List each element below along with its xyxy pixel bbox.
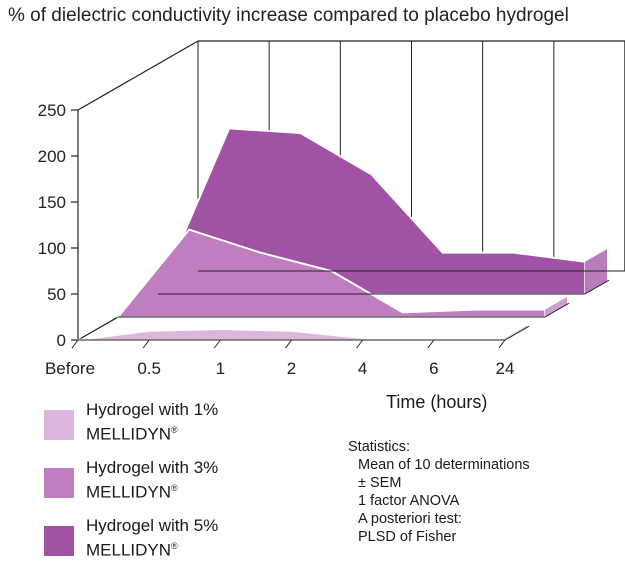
legend-mark-5pct: ® bbox=[171, 541, 178, 551]
y-axis-tick-label: 150 bbox=[38, 193, 66, 212]
depth-tick bbox=[505, 326, 529, 340]
x-axis-tick-label: 1 bbox=[216, 359, 225, 378]
y-axis-tick-label: 50 bbox=[47, 285, 66, 304]
legend-brand-1pct: MELLIDYN bbox=[86, 425, 171, 444]
top-left-edge bbox=[78, 41, 198, 110]
legend-label-1pct: Hydrogel with 1% bbox=[86, 400, 218, 419]
statistics-line: A posteriori test: bbox=[348, 510, 618, 528]
legend-brand-5pct: MELLIDYN bbox=[86, 541, 171, 560]
y-axis-tick-label: 200 bbox=[38, 147, 66, 166]
x-axis-tick-label: 0.5 bbox=[137, 359, 161, 378]
legend-label-3pct: Hydrogel with 3% bbox=[86, 458, 218, 477]
x-axis-tick-label: 24 bbox=[496, 359, 515, 378]
series-side-face-2 bbox=[545, 297, 567, 317]
x-axis-tick-label: Before bbox=[45, 359, 95, 378]
legend-item-5pct: Hydrogel with 5% MELLIDYN® bbox=[44, 514, 304, 572]
legend-swatch-1pct bbox=[44, 410, 74, 440]
x-axis-tick bbox=[357, 340, 363, 348]
statistics-note: Statistics: Mean of 10 determinations ± … bbox=[348, 438, 618, 546]
y-axis-tick-label: 100 bbox=[38, 239, 66, 258]
x-axis-tick-label: 6 bbox=[429, 359, 438, 378]
legend: Hydrogel with 1% MELLIDYN® Hydrogel with… bbox=[44, 398, 304, 572]
x-axis-tick bbox=[214, 340, 220, 348]
x-axis-tick bbox=[72, 340, 78, 348]
chart-title: % of dielectric conductivity increase co… bbox=[8, 4, 618, 28]
y-axis-tick-label: 0 bbox=[57, 331, 66, 350]
legend-mark-1pct: ® bbox=[171, 425, 178, 435]
statistics-line: 1 factor ANOVA bbox=[348, 492, 618, 510]
x-axis-tick bbox=[499, 340, 505, 348]
y-axis-tick-label: 250 bbox=[38, 101, 66, 120]
legend-item-3pct: Hydrogel with 3% MELLIDYN® bbox=[44, 456, 304, 514]
legend-mark-3pct: ® bbox=[171, 483, 178, 493]
legend-brand-3pct: MELLIDYN bbox=[86, 483, 171, 502]
x-axis-title: Time (hours) bbox=[386, 392, 487, 413]
legend-swatch-5pct bbox=[44, 526, 74, 556]
x-axis-tick bbox=[286, 340, 292, 348]
legend-label-5pct: Hydrogel with 5% bbox=[86, 516, 218, 535]
legend-swatch-3pct bbox=[44, 468, 74, 498]
x-axis-tick-label: 2 bbox=[287, 359, 296, 378]
x-axis-tick bbox=[143, 340, 149, 348]
x-axis-tick bbox=[428, 340, 434, 348]
statistics-line: Mean of 10 determinations bbox=[348, 456, 618, 474]
statistics-line: ± SEM bbox=[348, 474, 618, 492]
x-axis-tick-label: 4 bbox=[358, 359, 367, 378]
legend-item-1pct: Hydrogel with 1% MELLIDYN® bbox=[44, 398, 304, 456]
statistics-line: PLSD of Fisher bbox=[348, 528, 618, 546]
statistics-heading: Statistics: bbox=[348, 439, 410, 455]
